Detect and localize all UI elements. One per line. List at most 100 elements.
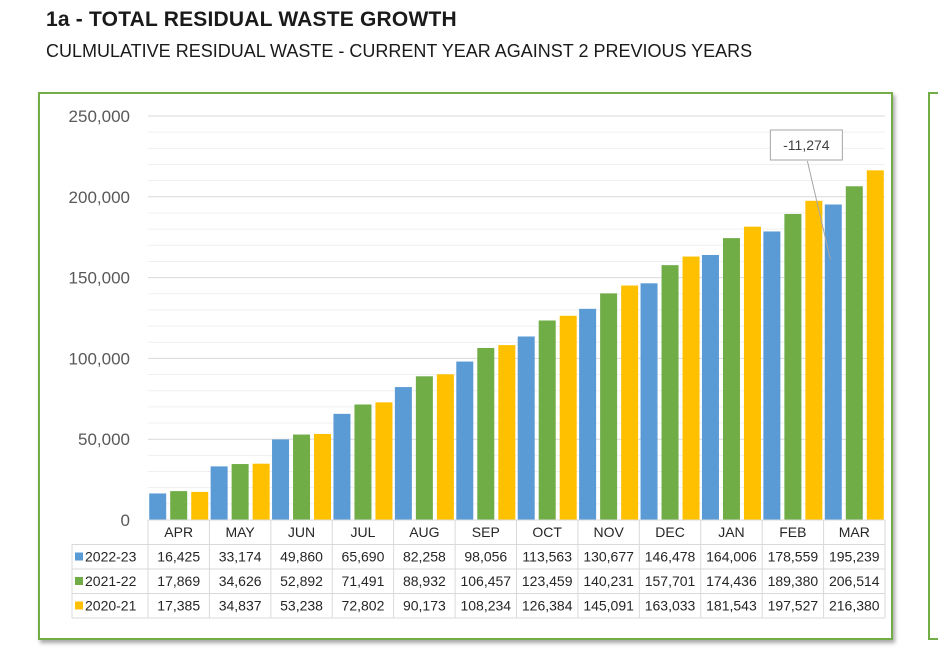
bar-2021-22-NOV [600,293,618,520]
annotation-label: -11,274 [783,137,830,153]
x-tick-label: OCT [532,524,562,540]
x-tick-label: FEB [779,524,806,540]
data-label: 197,527 [768,598,819,614]
bar-2020-21-NOV [621,285,639,520]
bar-2020-21-DEC [682,256,700,520]
bar-2022-23-FEB [763,231,781,520]
y-tick-label: 200,000 [69,188,130,207]
bar-2021-22-APR [170,491,188,520]
data-label: 164,006 [706,549,757,565]
data-label: 52,892 [280,573,323,589]
x-tick-label: MAR [839,524,870,540]
bar-2020-21-MAR [866,170,884,520]
data-label: 157,701 [645,573,696,589]
bar-layer [149,170,884,520]
x-tick-label: JUN [288,524,315,540]
data-label: 189,380 [768,573,819,589]
data-label: 174,436 [706,573,757,589]
bar-2022-23-AUG [394,387,412,520]
bar-2021-22-JUL [354,404,372,520]
data-label: 106,457 [460,573,511,589]
x-tick-label: APR [164,524,193,540]
data-label: 113,563 [522,549,572,565]
x-tick-label: AUG [409,524,439,540]
bar-2022-23-NOV [579,308,597,520]
bar-2022-23-SEP [456,361,474,520]
next-chart-edge [928,92,938,640]
bar-2021-22-SEP [477,347,495,520]
annotation-leader [806,160,831,260]
page-subtitle: CULMULATIVE RESIDUAL WASTE - CURRENT YEA… [46,41,753,61]
data-label: 206,514 [829,573,880,589]
data-label: 163,033 [645,598,696,614]
grid-layer [148,115,885,505]
data-label: 88,932 [403,573,446,589]
data-label: 49,860 [280,549,323,565]
legend-swatch [75,577,83,585]
y-axis-ticks: 0 50,000 100,000 150,000 200,000 250,000 [69,107,130,530]
data-label: 71,491 [342,573,385,589]
bar-2021-22-FEB [784,213,802,520]
data-label: 140,231 [583,573,634,589]
bar-2022-23-JUN [272,439,290,520]
data-label: 126,384 [522,598,573,614]
y-tick-label: 150,000 [69,269,130,288]
bar-2021-22-OCT [538,320,556,520]
bar-2020-21-JUL [375,402,393,520]
bar-2022-23-MAR [824,204,842,520]
bar-2021-22-MAR [845,186,863,520]
x-tick-label: JAN [718,524,744,540]
data-label: 145,091 [583,598,634,614]
bar-2020-21-FEB [805,200,823,520]
legend-swatch [75,601,83,610]
bar-2021-22-JUN [293,434,311,520]
data-label: 90,173 [403,598,446,614]
annotation-box [769,129,843,161]
x-tick-label: JUL [351,524,376,540]
bar-2021-22-DEC [661,265,679,520]
bar-2020-21-JAN [743,226,761,520]
y-tick-label: 0 [121,511,130,530]
bar-2022-23-DEC [640,283,658,520]
bar-2020-21-APR [191,491,209,520]
bar-2021-22-JAN [722,238,740,520]
x-tick-label: DEC [655,524,685,540]
y-tick-label: 50,000 [78,430,130,449]
legend-label: 2022-23 [85,549,137,565]
data-label: 17,869 [157,573,200,589]
bar-2020-21-JUN [314,433,332,520]
data-label: 72,802 [342,598,385,614]
data-label: 108,234 [460,598,511,614]
x-tick-label: MAY [225,524,255,540]
bar-2022-23-JAN [701,254,719,520]
chart-svg: 0 50,000 100,000 150,000 200,000 250,000 APR M… [69,107,886,619]
bar-2020-21-OCT [559,315,577,520]
bar-2022-23-JUL [333,413,351,520]
data-label: 34,837 [219,598,262,614]
bar-2020-21-SEP [498,345,516,520]
bar-2021-22-MAY [231,464,249,520]
data-label: 123,459 [522,573,573,589]
chart-frame: 0 50,000 100,000 150,000 200,000 250,000 APR M… [38,92,893,640]
data-label: 33,174 [219,549,262,565]
bar-2022-23-APR [149,493,167,520]
page-title: 1a - TOTAL RESIDUAL WASTE GROWTH [46,8,457,31]
data-label: 17,385 [157,598,200,614]
data-label: 16,425 [157,549,200,565]
bar-2020-21-AUG [436,374,454,520]
annotation-layer: -11,274 [769,129,843,260]
data-table: APR MAY JUN JUL AUG SEP OCT NOV DEC JAN FEB MAR 2022… [71,519,886,619]
data-label: 98,056 [464,549,507,565]
y-tick-label: 100,000 [69,349,130,368]
data-label: 53,238 [280,598,323,614]
bar-2022-23-MAY [210,466,228,520]
data-label: 181,543 [706,598,757,614]
bar-2021-22-AUG [415,376,433,520]
data-label: 34,626 [219,573,262,589]
legend-swatch [75,552,83,561]
data-label: 65,690 [342,549,385,565]
data-label: 146,478 [645,549,696,565]
x-tick-label: SEP [472,524,500,540]
bar-2020-21-MAY [252,463,270,520]
legend-label: 2020-21 [85,598,137,614]
